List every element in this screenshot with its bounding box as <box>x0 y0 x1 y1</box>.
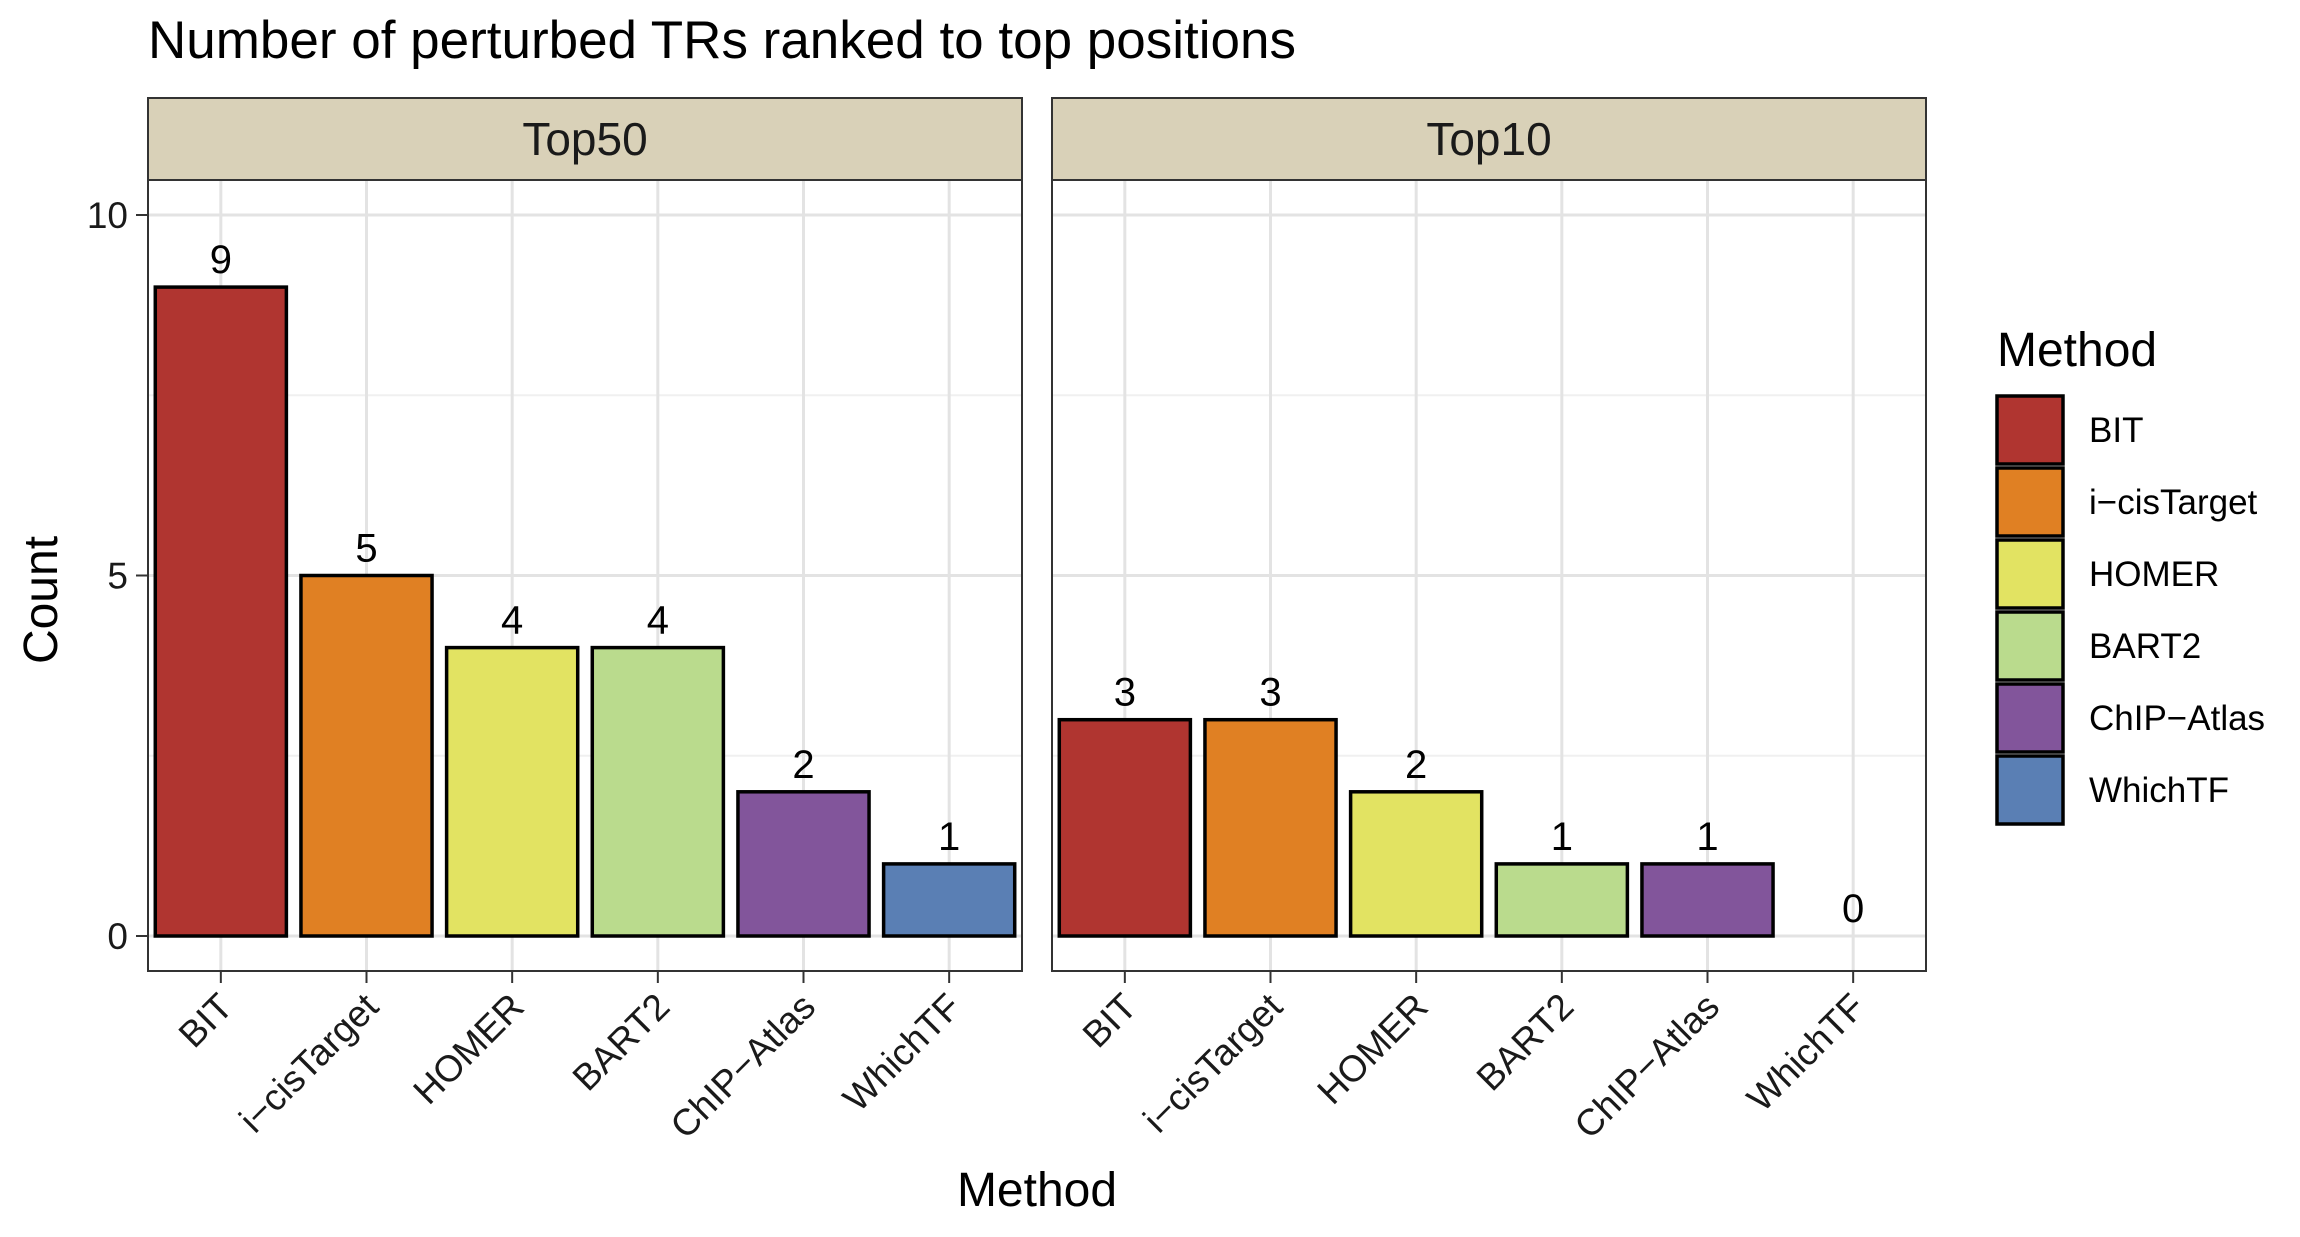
y-tick-label: 0 <box>107 916 128 957</box>
bar-value-label: 4 <box>501 599 523 643</box>
x-tick-label: ChIP−Atlas <box>1567 986 1728 1147</box>
bar-value-label: 1 <box>1551 815 1573 859</box>
y-tick-label: 5 <box>107 556 128 597</box>
facet-strip <box>147 97 1023 181</box>
facet-strip-label: Top10 <box>1426 113 1551 165</box>
legend-label: BIT <box>2089 411 2143 450</box>
legend-label: i−cisTarget <box>2089 483 2258 522</box>
y-tick-label: 10 <box>87 195 128 236</box>
bar-top10-2 <box>1348 790 1484 938</box>
facet-strip <box>1051 97 1927 181</box>
bar-top10-0 <box>1057 717 1193 938</box>
legend-key <box>1995 754 2065 826</box>
bar-value-label: 2 <box>792 743 814 787</box>
bar-value-label: 3 <box>1259 671 1281 715</box>
bar-top10-4 <box>1640 862 1775 938</box>
bar-value-label: 3 <box>1114 671 1136 715</box>
legend-key <box>1995 682 2065 754</box>
x-tick-label: BIT <box>1075 986 1145 1056</box>
bar-value-label: 1 <box>938 815 960 859</box>
legend-label: ChIP−Atlas <box>2089 699 2265 738</box>
x-tick-label: HOMER <box>405 986 531 1112</box>
x-tick-label: HOMER <box>1309 986 1435 1112</box>
bar-top50-3 <box>590 645 726 938</box>
panel-border <box>1051 179 1927 972</box>
bar-value-label: 4 <box>647 599 669 643</box>
bar-top50-2 <box>444 645 580 938</box>
legend-label: BART2 <box>2089 627 2201 666</box>
bar-top10-3 <box>1494 862 1630 938</box>
bar-value-label: 5 <box>355 527 377 571</box>
bar-value-label: 0 <box>1842 887 1864 931</box>
bar-value-label: 2 <box>1405 743 1427 787</box>
x-axis-title: Method <box>957 1164 1117 1217</box>
legend-key <box>1995 466 2065 538</box>
bar-value-label: 1 <box>1696 815 1718 859</box>
legend-key <box>1995 538 2065 610</box>
y-axis: 0 5 10 <box>87 195 148 957</box>
legend-title: Method <box>1997 324 2157 377</box>
chart-title: Number of perturbed TRs ranked to top po… <box>148 11 1296 70</box>
x-tick-label: WhichTF <box>835 986 969 1120</box>
bar-top50-5 <box>881 862 1017 938</box>
legend-label: HOMER <box>2089 555 2219 594</box>
bar-top50-0 <box>153 285 289 938</box>
bar-top50-4 <box>736 790 871 938</box>
x-tick-label: ChIP−Atlas <box>663 986 824 1147</box>
x-tick-label: BIT <box>171 986 241 1056</box>
bar-top10-1 <box>1203 717 1338 938</box>
x-tick-label: BART2 <box>1469 986 1582 1099</box>
bar-value-label: 9 <box>210 238 232 282</box>
x-tick-label: i−cisTarget <box>231 985 386 1140</box>
legend-key <box>1995 394 2065 466</box>
x-tick-label: BART2 <box>565 986 678 1099</box>
bar-top50-1 <box>299 573 434 938</box>
x-tick-label: i−cisTarget <box>1135 985 1290 1140</box>
legend: BIT i−cisTarget HOMER BART2 ChIP−Atlas WhichT… <box>1995 394 2265 826</box>
legend-key <box>1995 610 2065 682</box>
facet-strip-label: Top50 <box>522 113 647 165</box>
x-tick-label: WhichTF <box>1739 986 1873 1120</box>
y-axis-title: Count <box>15 536 68 664</box>
legend-label: WhichTF <box>2089 771 2229 810</box>
